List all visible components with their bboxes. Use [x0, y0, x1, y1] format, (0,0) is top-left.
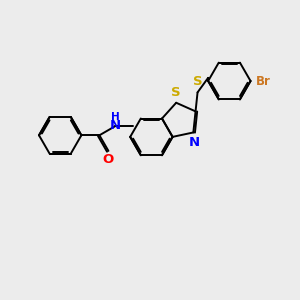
Text: Br: Br: [256, 74, 271, 88]
Text: S: S: [171, 86, 181, 99]
Text: N: N: [110, 119, 121, 133]
Text: N: N: [189, 136, 200, 149]
Text: O: O: [102, 153, 113, 166]
Text: S: S: [193, 75, 202, 88]
Text: H: H: [111, 112, 120, 122]
